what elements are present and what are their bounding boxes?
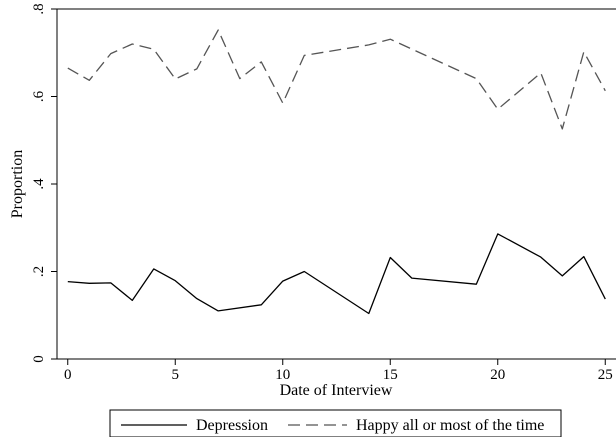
x-tick-label: 5 [172, 367, 180, 383]
x-tick-label: 0 [64, 367, 72, 383]
x-tick-label: 10 [275, 367, 290, 383]
y-tick-label: .2 [31, 266, 47, 277]
y-tick-label: .6 [31, 90, 47, 102]
y-tick-label: .8 [31, 3, 47, 14]
x-tick-label: 20 [490, 367, 505, 383]
legend-box [109, 409, 562, 437]
legend-label-happy: Happy all or most of the time [356, 417, 544, 434]
x-axis-title: Date of Interview [280, 382, 393, 399]
y-tick-label: 0 [31, 355, 47, 363]
x-tick-label: 25 [598, 367, 613, 383]
series-line-depression [67, 233, 606, 315]
legend-label-depression: Depression [196, 417, 268, 434]
y-axis-title: Proportion [9, 150, 26, 218]
y-axis-ticks: 0 .2 .4 .6 .8 [31, 3, 57, 363]
plot-area [57, 9, 616, 359]
y-tick-label: .4 [31, 178, 47, 190]
x-axis-ticks: 0 5 10 15 20 25 [64, 359, 613, 383]
legend: Depression Happy all or most of the time [109, 409, 562, 437]
series-layer [67, 29, 606, 315]
series-line-happy [67, 29, 606, 130]
x-tick-label: 15 [383, 367, 398, 383]
